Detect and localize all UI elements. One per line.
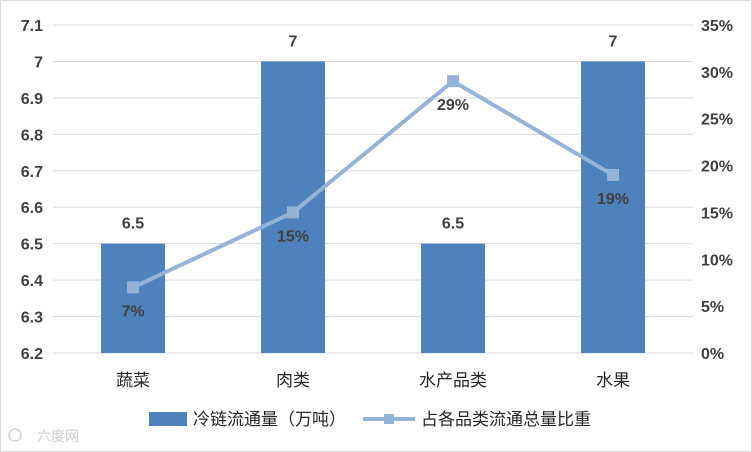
y-right-tick-label: 30% [701,65,733,82]
bar-value-label: 6.5 [122,216,144,233]
bar [581,61,645,353]
legend-bar-swatch [149,412,187,426]
y-left-tick-label: 6.6 [21,200,43,217]
y-right-tick-label: 15% [701,205,733,222]
line-marker [447,75,459,88]
y-left-tick-label: 6.7 [21,164,43,181]
y-left-tick-label: 6.4 [21,273,43,290]
left-axis-ticks: 6.2 6.3 6.4 6.5 6.6 6.7 6.8 6.9 7 7.1 [21,18,43,363]
y-left-tick-label: 6.3 [21,310,43,327]
legend-line-label: 占各品类流通总量比重 [421,410,591,430]
y-left-tick-label: 7.1 [21,18,43,35]
legend: 冷链流通量（万吨） 占各品类流通总量比重 [149,410,591,430]
y-right-tick-label: 0% [701,346,724,363]
bar-value-label: 7 [609,33,618,50]
line-data-labels: 7% 15% 29% 19% [121,97,629,320]
bar-data-labels: 6.5 7 6.5 7 [122,33,618,232]
category-label: 肉类 [276,371,310,391]
y-left-tick-label: 6.5 [21,237,43,254]
line-marker [287,206,299,219]
y-left-tick-label: 7 [34,54,43,71]
line-marker [607,168,619,181]
category-label: 水果 [596,371,630,391]
line-value-label: 15% [277,228,309,245]
watermark-text: 六度网 [37,429,79,445]
y-left-tick-label: 6.9 [21,91,43,108]
y-right-tick-label: 10% [701,252,733,269]
bar [421,243,485,353]
y-left-tick-label: 6.8 [21,127,43,144]
line-value-label: 19% [597,191,629,208]
line-value-label: 29% [437,97,469,114]
category-label: 蔬菜 [116,371,150,391]
y-right-tick-label: 35% [701,18,733,35]
line-path [132,79,615,290]
watermark-logo-icon [8,428,22,442]
watermark: 六度网 [8,428,79,445]
category-label: 水产品类 [419,371,487,391]
legend-line-marker [384,414,394,424]
y-right-tick-label: 5% [701,299,724,316]
bar-value-label: 7 [289,33,298,50]
bar-series [101,61,645,353]
line-series [127,75,619,294]
y-right-tick-label: 25% [701,112,733,129]
line-marker [127,281,139,294]
y-left-tick-label: 6.2 [21,346,43,363]
line-value-label: 7% [121,303,144,320]
bar [101,243,165,353]
y-right-tick-label: 20% [701,159,733,176]
bar-value-label: 6.5 [442,216,464,233]
legend-bar-label: 冷链流通量（万吨） [193,410,346,430]
category-labels: 蔬菜 肉类 水产品类 水果 [116,371,630,391]
right-axis-ticks: 0% 5% 10% 15% 20% 25% 30% 35% [701,18,733,363]
